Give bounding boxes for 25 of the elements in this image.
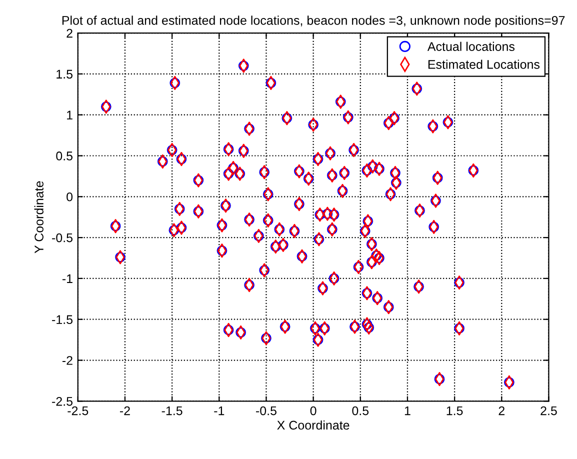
y-tick-label: -1.5 [52,315,73,324]
x-tick-label: 0 [310,406,316,416]
x-tick-label: -2 [120,406,130,416]
y-tick-label: -2 [62,356,72,365]
y-tick-label: 2 [66,28,72,38]
x-tick-label: -1.5 [162,406,182,416]
x-tick-label: -0.5 [256,406,276,416]
y-tick-label: -0.5 [52,233,73,242]
y-tick-label: 1.5 [56,70,73,79]
y-tick-label: 0.5 [56,152,73,160]
y-tick-label: -2.5 [52,396,73,406]
legend-label: Estimated Locations [428,60,540,69]
x-axis-title: X Coordinate [277,420,350,430]
y-tick-label: -1 [62,274,72,283]
x-tick-label: 2 [498,406,504,416]
y-tick-label: 0 [66,192,73,202]
x-tick-label: 1 [404,406,410,416]
legend-label: Actual locations [427,42,515,51]
x-tick-label: 2.5 [540,406,557,416]
x-tick-label: -1 [214,406,224,416]
x-tick-label: 1.5 [446,406,463,416]
y-axis-title: Y Coordinate [34,181,44,254]
y-tick-label: 1 [67,110,72,120]
x-tick-label: 0.5 [352,406,369,416]
chart-title: Plot of actual and estimated node locations, beacon nodes =3, unknown node positions=97 [62,16,565,28]
